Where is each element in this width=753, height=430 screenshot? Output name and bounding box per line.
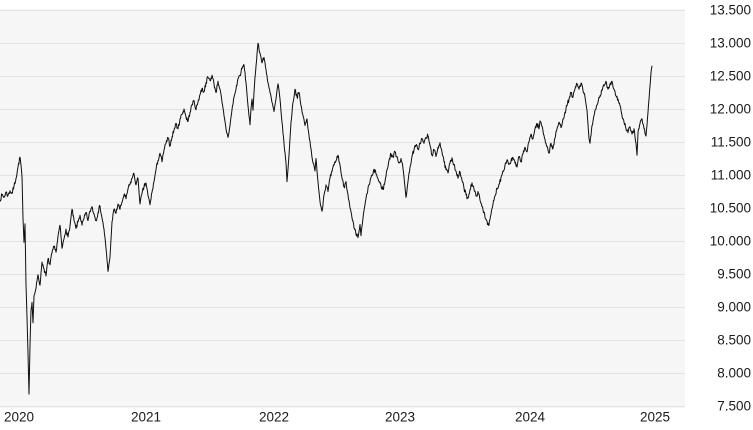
x-axis-label: 2020 xyxy=(4,410,34,425)
y-axis-label: 10.000 xyxy=(710,234,751,249)
x-axis-label: 2023 xyxy=(385,410,415,425)
x-axis-label: 2021 xyxy=(131,410,161,425)
y-axis-label: 13.000 xyxy=(710,36,751,51)
y-axis-label: 9.500 xyxy=(717,267,751,282)
y-axis-label: 9.000 xyxy=(717,300,751,315)
x-axis-label: 2025 xyxy=(640,410,670,425)
y-axis-label: 8.000 xyxy=(717,366,751,381)
x-axis-label: 2024 xyxy=(515,410,546,425)
y-axis-label: 8.500 xyxy=(717,333,751,348)
y-axis-label: 11.000 xyxy=(711,168,751,183)
y-axis-label: 10.500 xyxy=(710,201,751,216)
y-axis-label: 13.500 xyxy=(710,3,751,18)
price-line xyxy=(0,42,653,395)
y-axis-label: 7.500 xyxy=(717,399,751,414)
x-axis-label: 2022 xyxy=(259,410,289,425)
y-axis-label: 12.000 xyxy=(710,102,751,117)
y-axis-label: 11.500 xyxy=(711,135,751,150)
y-axis-label: 12.500 xyxy=(710,69,751,84)
